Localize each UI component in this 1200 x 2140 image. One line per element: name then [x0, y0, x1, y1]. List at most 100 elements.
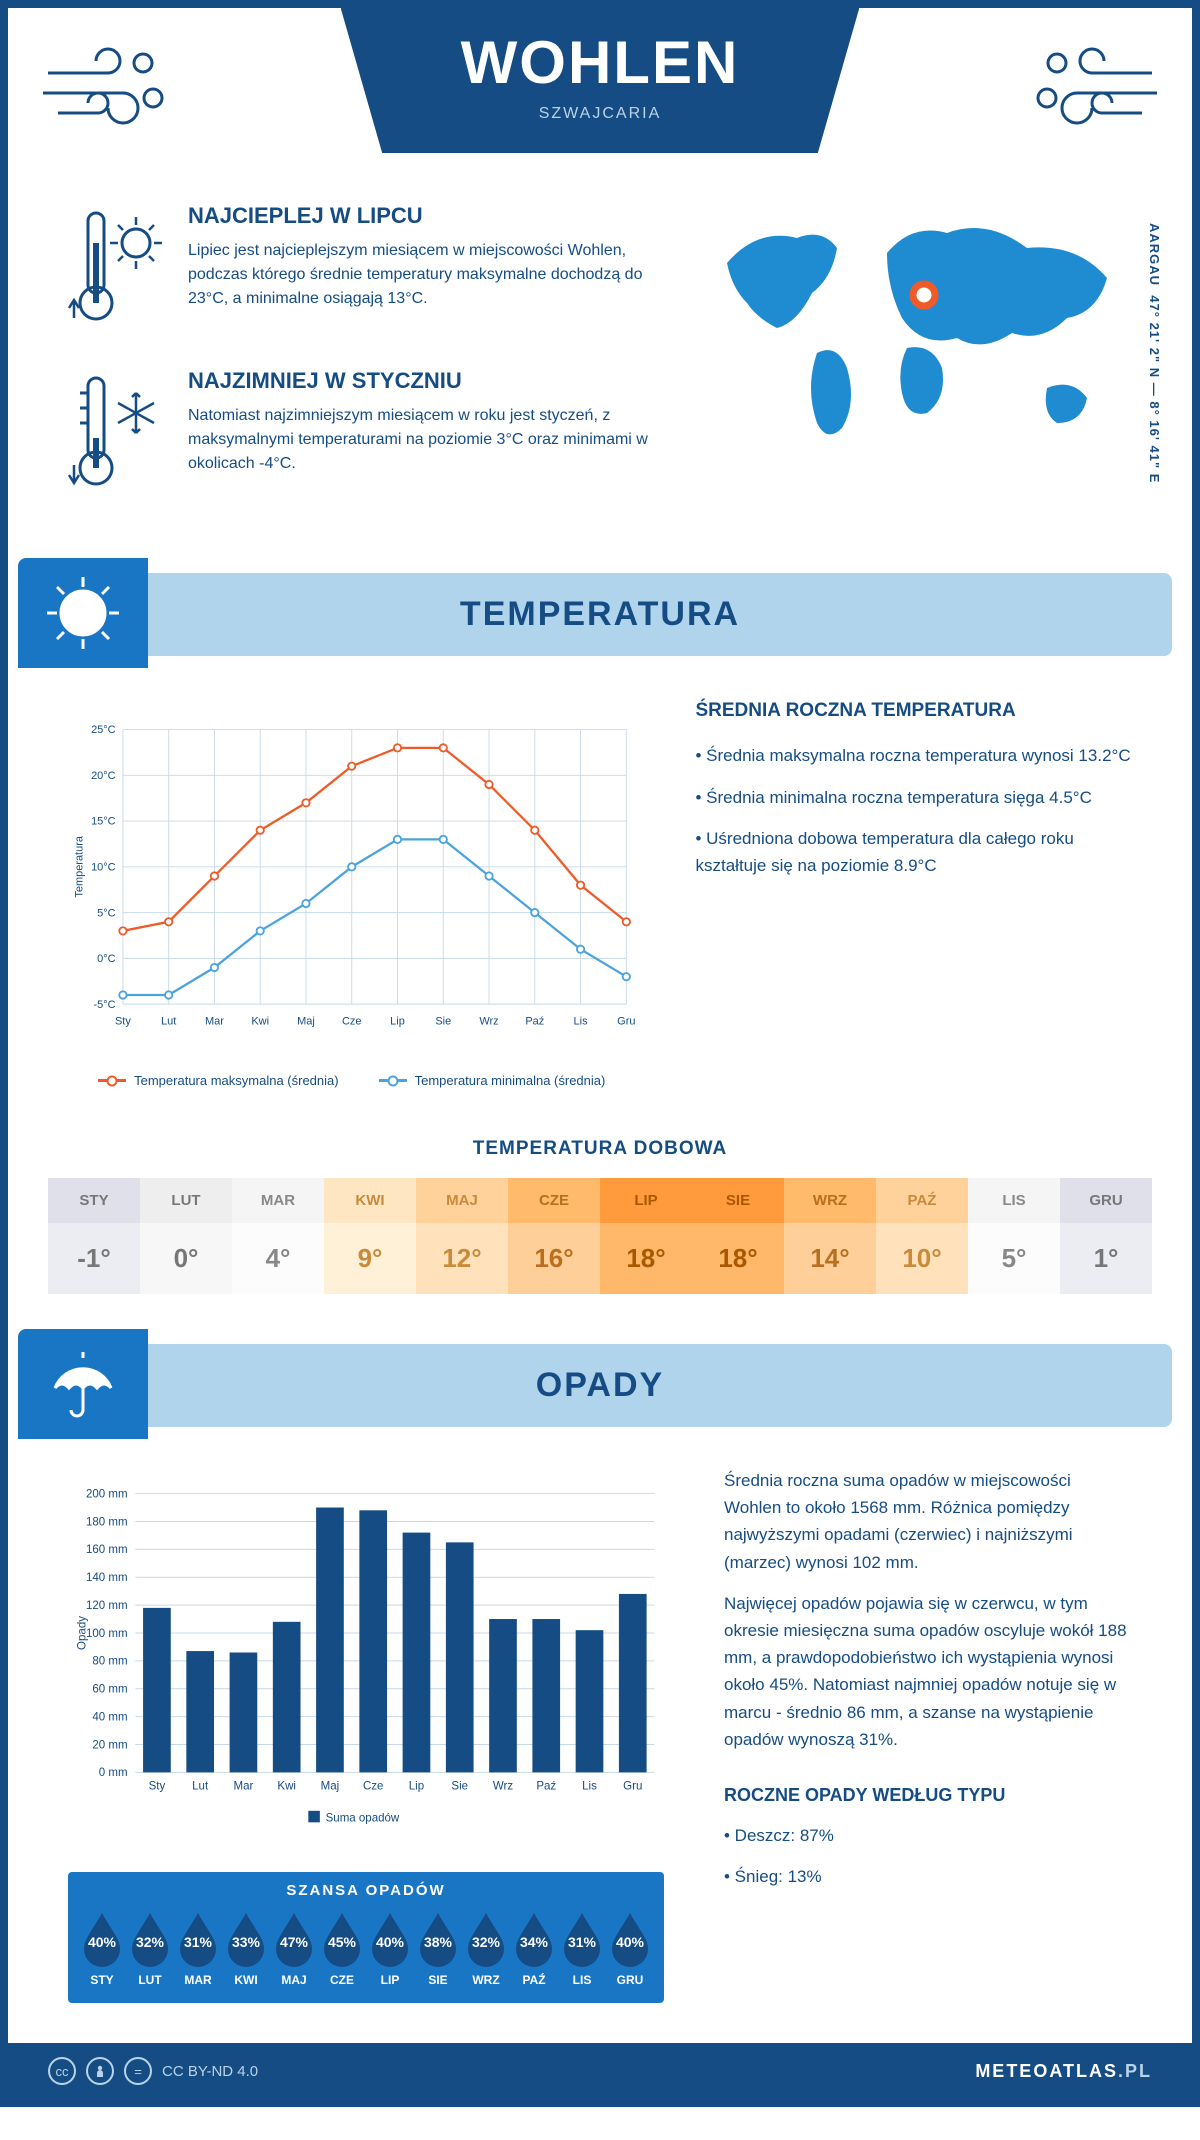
precip-type-list: • Deszcz: 87%• Śnieg: 13% [724, 1822, 1132, 1890]
chance-item: 31% LIS [558, 1911, 606, 1987]
chance-item: 45% CZE [318, 1911, 366, 1987]
svg-text:Lip: Lip [409, 1781, 424, 1793]
daily-cell: LIP18° [600, 1178, 692, 1294]
svg-text:Gru: Gru [623, 1781, 642, 1793]
svg-text:Lis: Lis [574, 1015, 589, 1027]
daily-value: 18° [600, 1223, 692, 1294]
precip-paragraph: Średnia roczna suma opadów w miejscowośc… [724, 1467, 1132, 1576]
svg-text:200 mm: 200 mm [86, 1488, 128, 1500]
chance-month: GRU [606, 1973, 654, 1987]
nd-icon: = [124, 2057, 152, 2085]
daily-month: PAŹ [876, 1178, 968, 1223]
daily-value: -1° [48, 1223, 140, 1294]
svg-text:Kwi: Kwi [277, 1781, 296, 1793]
daily-cell: SIE18° [692, 1178, 784, 1294]
chance-month: PAŹ [510, 1973, 558, 1987]
daily-temp-title: TEMPERATURA DOBOWA [8, 1138, 1192, 1160]
page-footer: cc = CC BY-ND 4.0 METEOATLAS.PL [8, 2043, 1192, 2099]
summary-text-col: NAJCIEPLEJ W LIPCU Lipiec jest najcieple… [68, 203, 652, 533]
thermometer-sun-icon [68, 203, 168, 338]
precip-paragraph: Najwięcej opadów pojawia się w czerwcu, … [724, 1590, 1132, 1753]
svg-text:25°C: 25°C [91, 724, 116, 736]
svg-text:-5°C: -5°C [94, 999, 116, 1011]
raindrop-icon: 45% [318, 1911, 366, 1967]
svg-text:Sie: Sie [451, 1781, 468, 1793]
chance-value: 31% [568, 1934, 596, 1950]
chance-month: MAJ [270, 1973, 318, 1987]
chance-item: 32% LUT [126, 1911, 174, 1987]
umbrella-icon [18, 1329, 148, 1439]
infographic-page: WOHLEN SZWAJCARIA NAJCIEPLEJ W LIPCU [0, 0, 1200, 2107]
stats-list: • Średnia maksymalna roczna temperatura … [695, 742, 1132, 879]
chance-value: 40% [376, 1934, 404, 1950]
stats-title: ŚREDNIA ROCZNA TEMPERATURA [695, 696, 1132, 726]
daily-cell: MAR4° [232, 1178, 324, 1294]
license-text: CC BY-ND 4.0 [162, 2063, 258, 2080]
daily-value: 12° [416, 1223, 508, 1294]
svg-text:Paź: Paź [525, 1015, 544, 1027]
chance-month: STY [78, 1973, 126, 1987]
chance-value: 38% [424, 1934, 452, 1950]
precip-type-title: ROCZNE OPADY WEDŁUG TYPU [724, 1781, 1132, 1810]
svg-text:Cze: Cze [363, 1781, 383, 1793]
daily-value: 14° [784, 1223, 876, 1294]
daily-month: LUT [140, 1178, 232, 1223]
section-title: OPADY [536, 1366, 664, 1404]
svg-text:20 mm: 20 mm [92, 1739, 127, 1751]
svg-text:Maj: Maj [321, 1781, 340, 1793]
daily-value: 1° [1060, 1223, 1152, 1294]
page-header: WOHLEN SZWAJCARIA [8, 8, 1192, 193]
chance-value: 33% [232, 1934, 260, 1950]
chance-title: SZANSA OPADÓW [68, 1882, 664, 1899]
svg-text:10°C: 10°C [91, 862, 116, 874]
chance-month: SIE [414, 1973, 462, 1987]
svg-text:Lis: Lis [582, 1781, 597, 1793]
svg-text:100 mm: 100 mm [86, 1628, 128, 1640]
daily-cell: LIS5° [968, 1178, 1060, 1294]
svg-text:Kwi: Kwi [251, 1015, 269, 1027]
legend-item: Temperatura minimalna (średnia) [379, 1073, 606, 1088]
daily-value: 5° [968, 1223, 1060, 1294]
chance-value: 32% [136, 1934, 164, 1950]
stats-item: • Średnia maksymalna roczna temperatura … [695, 742, 1132, 769]
title-banner: WOHLEN SZWAJCARIA [341, 8, 860, 153]
svg-text:0°C: 0°C [97, 953, 115, 965]
chance-value: 40% [88, 1934, 116, 1950]
chance-value: 31% [184, 1934, 212, 1950]
svg-text:Cze: Cze [342, 1015, 362, 1027]
chance-month: KWI [222, 1973, 270, 1987]
chance-value: 45% [328, 1934, 356, 1950]
raindrop-icon: 40% [78, 1911, 126, 1967]
raindrop-icon: 38% [414, 1911, 462, 1967]
warmest-text: Lipiec jest najcieplejszym miesiącem w m… [188, 239, 652, 311]
chance-value: 34% [520, 1934, 548, 1950]
chance-item: 40% LIP [366, 1911, 414, 1987]
wind-icon [38, 38, 178, 138]
rain-chance-box: SZANSA OPADÓW 40% STY 32% LUT 31% MAR 33… [68, 1872, 664, 2003]
temperature-chart-col: -5°C0°C5°C10°C15°C20°C25°CStyLutMarKwiMa… [68, 696, 635, 1088]
svg-text:0 mm: 0 mm [99, 1767, 128, 1779]
stats-item: • Uśredniona dobowa temperatura dla całe… [695, 825, 1132, 879]
daily-cell: STY-1° [48, 1178, 140, 1294]
svg-text:60 mm: 60 mm [92, 1684, 127, 1696]
raindrop-icon: 34% [510, 1911, 558, 1967]
daily-month: GRU [1060, 1178, 1152, 1223]
svg-text:80 mm: 80 mm [92, 1656, 127, 1668]
svg-text:Temperatura: Temperatura [74, 835, 86, 897]
daily-value: 9° [324, 1223, 416, 1294]
country-subtitle: SZWAJCARIA [461, 105, 740, 123]
chance-value: 32% [472, 1934, 500, 1950]
raindrop-icon: 31% [558, 1911, 606, 1967]
svg-text:180 mm: 180 mm [86, 1516, 128, 1528]
daily-cell: CZE16° [508, 1178, 600, 1294]
svg-text:5°C: 5°C [97, 907, 115, 919]
daily-cell: PAŹ10° [876, 1178, 968, 1294]
raindrop-icon: 32% [126, 1911, 174, 1967]
chance-month: CZE [318, 1973, 366, 1987]
svg-text:Sty: Sty [115, 1015, 131, 1027]
daily-value: 4° [232, 1223, 324, 1294]
chance-month: LIS [558, 1973, 606, 1987]
svg-text:Mar: Mar [205, 1015, 224, 1027]
svg-text:Gru: Gru [617, 1015, 635, 1027]
cc-icon: cc [48, 2057, 76, 2085]
